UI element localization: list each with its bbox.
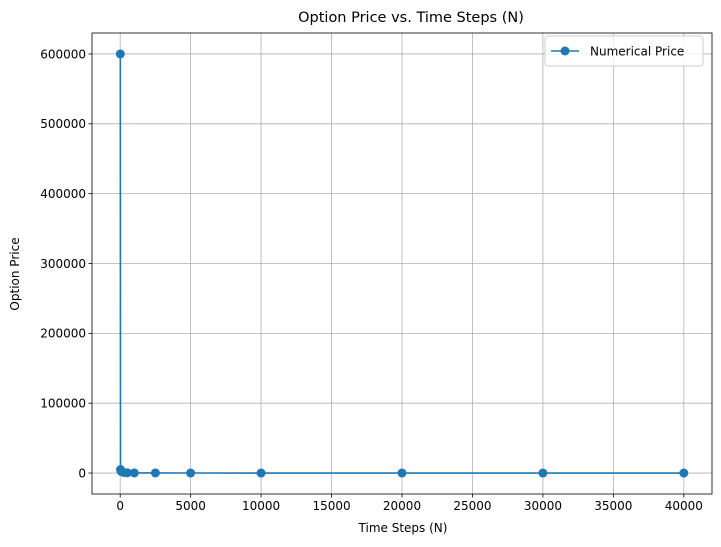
y-tick-label: 400000 xyxy=(40,187,86,201)
y-tick-label: 500000 xyxy=(40,117,86,131)
x-tick-label: 10000 xyxy=(242,499,280,513)
y-tick-label: 600000 xyxy=(40,47,86,61)
data-point xyxy=(397,468,407,478)
data-point xyxy=(122,468,132,478)
chart-title: Option Price vs. Time Steps (N) xyxy=(298,10,524,26)
x-axis-ticks: 0 5000 10000 15000 20000 25000 30000 35000 40000 xyxy=(116,494,703,513)
x-tick-label: 35000 xyxy=(594,499,632,513)
legend-label: Numerical Price xyxy=(590,45,684,59)
legend: Numerical Price xyxy=(544,35,704,67)
x-tick-label: 40000 xyxy=(665,499,703,513)
x-tick-label: 30000 xyxy=(524,499,562,513)
data-point xyxy=(150,468,160,478)
x-tick-label: 15000 xyxy=(312,499,350,513)
y-tick-label: 200000 xyxy=(40,327,86,341)
legend-marker xyxy=(560,46,570,56)
y-tick-label: 100000 xyxy=(40,396,86,410)
legend-box xyxy=(544,35,704,67)
x-axis-label: Time Steps (N) xyxy=(358,521,448,535)
data-point xyxy=(256,468,266,478)
data-point xyxy=(129,468,139,478)
grid-lines xyxy=(92,33,712,494)
data-point xyxy=(186,468,196,478)
x-tick-label: 20000 xyxy=(383,499,421,513)
x-tick-label: 5000 xyxy=(175,499,206,513)
x-tick-label: 0 xyxy=(116,499,124,513)
data-point xyxy=(679,468,689,478)
y-tick-label: 300000 xyxy=(40,257,86,271)
data-point xyxy=(115,49,125,59)
data-point xyxy=(538,468,548,478)
x-tick-label: 25000 xyxy=(453,499,491,513)
y-axis-label: Option Price xyxy=(8,237,22,310)
y-axis-ticks: 0 100000 200000 300000 400000 500000 600000 xyxy=(40,47,92,480)
plot-area xyxy=(115,49,689,478)
y-tick-label: 0 xyxy=(78,466,86,480)
